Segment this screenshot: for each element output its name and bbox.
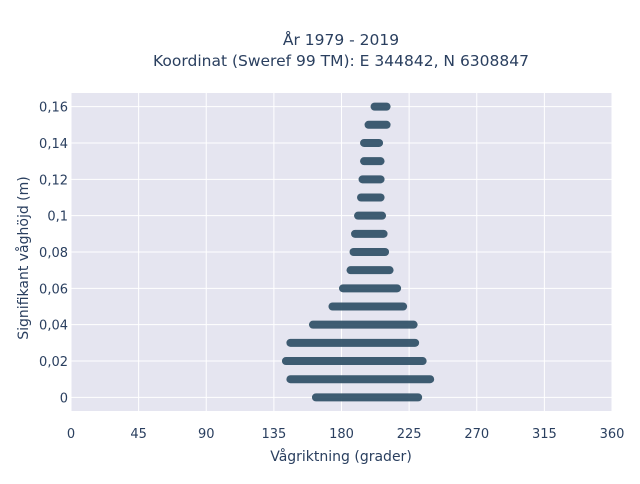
y-tick-label: 0,12 xyxy=(39,173,68,188)
x-axis-label: Vågriktning (grader) xyxy=(270,448,412,465)
scatter-band xyxy=(360,138,384,147)
scatter-band xyxy=(360,157,385,166)
scatter-band xyxy=(311,393,423,402)
x-tick-label: 90 xyxy=(198,427,215,442)
x-tick-label: 135 xyxy=(261,427,286,442)
scatter-band xyxy=(358,175,385,184)
x-tick-label: 0 xyxy=(67,427,75,442)
scatter-band xyxy=(357,193,385,202)
scatter-band xyxy=(328,302,408,311)
y-tick-label: 0,16 xyxy=(39,101,68,116)
y-tick-label: 0,02 xyxy=(39,355,68,370)
y-tick-label: 0 xyxy=(60,391,68,406)
scatter-band xyxy=(354,211,387,220)
scatter-band xyxy=(339,284,402,293)
scatter-band xyxy=(364,120,391,129)
y-tick-label: 0,14 xyxy=(39,137,68,152)
x-tick-label: 180 xyxy=(329,427,354,442)
scatter-band xyxy=(281,357,427,366)
scatter-band xyxy=(349,248,390,256)
x-tick-label: 270 xyxy=(464,427,489,442)
y-tick-label: 0,08 xyxy=(39,246,68,261)
chart-title-line1: År 1979 - 2019 xyxy=(283,30,399,49)
x-tick-label: 360 xyxy=(600,427,625,442)
y-tick-labels: 0 0,02 0,04 0,06 0,08 0,1 0,12 0,14 0,16 xyxy=(39,101,68,407)
scatter-band xyxy=(286,338,420,347)
x-tick-label: 45 xyxy=(130,427,147,442)
scatter-band xyxy=(346,266,394,275)
scatter-band xyxy=(351,229,388,238)
scatter-band xyxy=(286,375,435,384)
y-axis-label: Signifikant våghöjd (m) xyxy=(15,176,32,339)
y-tick-label: 0,06 xyxy=(39,282,68,297)
y-tick-label: 0,04 xyxy=(39,319,68,334)
x-tick-label: 315 xyxy=(532,427,557,442)
scatter-band xyxy=(308,320,418,329)
scatter-band xyxy=(370,102,391,111)
y-tick-label: 0,1 xyxy=(47,210,68,225)
chart-title-line2: Koordinat (Sweref 99 TM): E 344842, N 63… xyxy=(153,52,529,70)
x-tick-labels: 0 45 90 135 180 225 270 315 360 xyxy=(67,427,625,442)
x-tick-label: 225 xyxy=(397,427,422,442)
data-marks xyxy=(281,102,435,402)
